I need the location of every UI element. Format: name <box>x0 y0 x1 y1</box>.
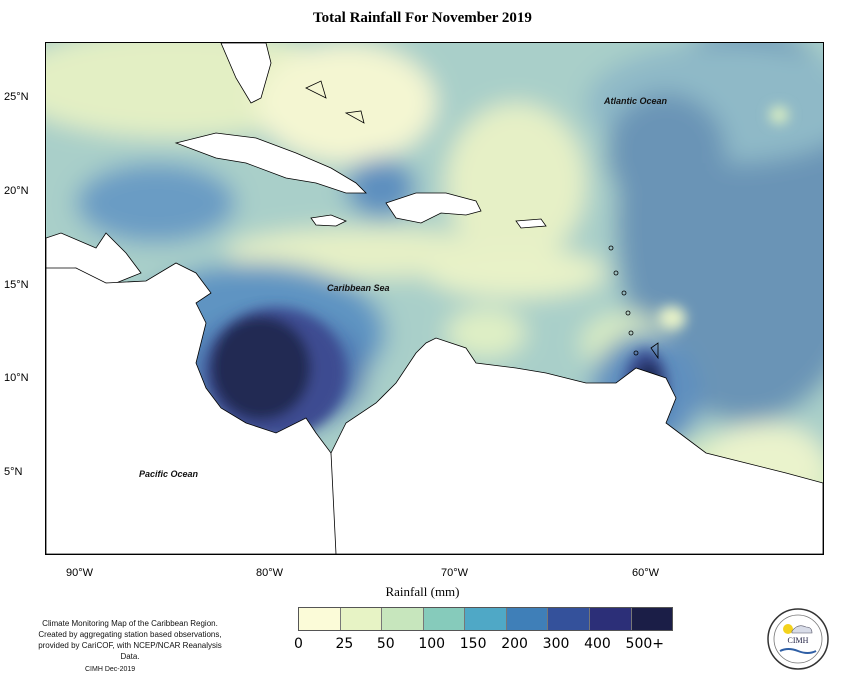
legend-swatch <box>506 608 549 630</box>
legend-break-label: 0 <box>294 636 303 652</box>
legend-break-label: 300 <box>542 636 570 652</box>
cimh-logo: CIMH <box>766 607 830 671</box>
legend-break-label: 150 <box>459 636 487 652</box>
legend-swatch <box>465 608 507 630</box>
lat-label-10: 10°N <box>4 372 29 384</box>
legend-break-label: 200 <box>501 636 528 652</box>
rainfall-map: Atlantic Ocean Caribbean Sea Pacific Oce… <box>45 42 824 555</box>
lat-label-20: 20°N <box>4 185 29 197</box>
legend-swatch <box>340 608 383 630</box>
rainfall-map-canvas <box>46 43 823 554</box>
sun-icon <box>783 624 793 634</box>
lat-label-5: 5°N <box>4 466 23 478</box>
lon-label-60: 60°W <box>632 567 660 579</box>
footer-note: Climate Monitoring Map of the Caribbean … <box>38 619 222 661</box>
color-legend <box>298 607 673 631</box>
legend-break-label: 400 <box>584 636 611 652</box>
legend-swatch <box>423 608 466 630</box>
lon-label-80: 80°W <box>256 567 284 579</box>
atlantic-ocean-label: Atlantic Ocean <box>604 96 668 106</box>
legend-break-label: 500+ <box>625 636 664 652</box>
legend-title: Rainfall (mm) <box>385 584 460 599</box>
logo-text: CIMH <box>788 636 809 645</box>
land-masses <box>46 43 823 554</box>
lat-label-15: 15°N <box>4 279 29 291</box>
legend-break-label: 100 <box>418 636 446 652</box>
legend-swatch <box>382 608 424 630</box>
caribbean-sea-label: Caribbean Sea <box>327 283 390 293</box>
lon-label-70: 70°W <box>441 567 469 579</box>
legend-break-label: 25 <box>335 636 354 652</box>
legend-swatch <box>589 608 632 630</box>
legend-swatch <box>299 608 341 630</box>
legend-break-label: 50 <box>376 636 395 652</box>
cloud-icon <box>791 625 813 634</box>
footer-credit: CIMH Dec-2019 <box>85 666 136 673</box>
pacific-ocean-label: Pacific Ocean <box>139 469 199 479</box>
island-outlines <box>305 80 659 360</box>
legend-swatch <box>631 608 673 630</box>
map-title: Total Rainfall For November 2019 <box>313 10 532 26</box>
lat-label-25: 25°N <box>4 91 29 103</box>
lon-label-90: 90°W <box>66 567 94 579</box>
legend-swatch <box>548 608 590 630</box>
